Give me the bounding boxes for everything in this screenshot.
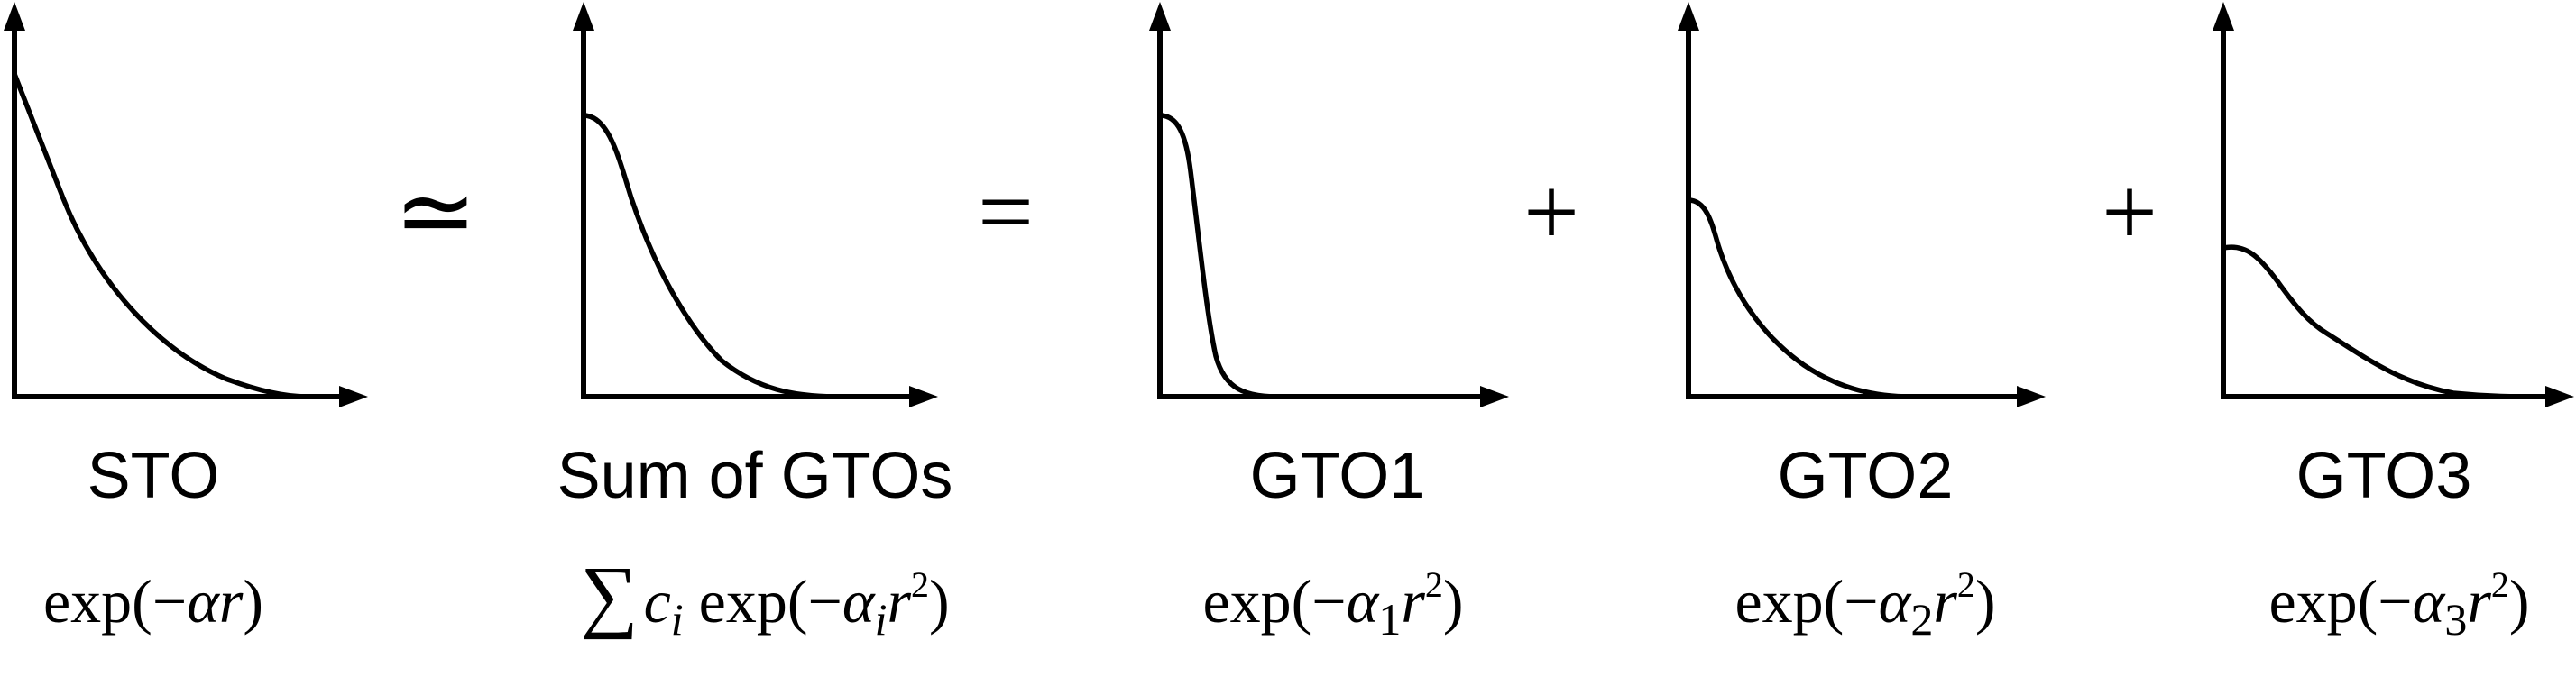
- x-axis-arrow: [2017, 386, 2046, 407]
- panel-formula: exp(−α1r2): [1202, 564, 1463, 645]
- panel-gto2: GTO2 exp(−α2r2): [1678, 2, 2046, 645]
- equals-operator: =: [978, 157, 1034, 267]
- sum-curve: [581, 113, 842, 399]
- panel-formula: ∑ci exp(−αir2): [580, 551, 949, 645]
- plus-operator-2: +: [2102, 157, 2157, 267]
- panel-label: GTO1: [1250, 440, 1426, 512]
- panel-label: GTO2: [1778, 440, 1954, 512]
- gto2-curve: [1686, 197, 1915, 399]
- y-axis-arrow: [2213, 2, 2234, 31]
- y-axis-arrow: [1149, 2, 1171, 31]
- panel-label: STO: [87, 440, 220, 512]
- panel-gto1: GTO1 exp(−α1r2): [1149, 2, 1509, 645]
- panel-label: Sum of GTOs: [557, 440, 953, 512]
- approx-operator: ≃: [394, 157, 477, 267]
- x-axis-arrow: [339, 386, 368, 407]
- y-axis-arrow: [1678, 2, 1699, 31]
- plus-operator-1: +: [1523, 157, 1579, 267]
- panel-formula: exp(−α2r2): [1734, 564, 1995, 645]
- panel-formula: exp(−αr): [43, 567, 263, 636]
- panel-formula: exp(−α3r2): [2268, 564, 2529, 645]
- x-axis-arrow: [1480, 386, 1509, 407]
- y-axis-arrow: [573, 2, 594, 31]
- gto3-curve: [2221, 244, 2537, 399]
- panel-gto3: GTO3 exp(−α3r2): [2213, 2, 2574, 645]
- x-axis-arrow: [2545, 386, 2574, 407]
- panel-sto: STO exp(−αr): [4, 2, 368, 636]
- gto1-curve: [1157, 113, 1283, 399]
- panel-label: GTO3: [2296, 440, 2472, 512]
- y-axis-arrow: [4, 2, 25, 31]
- panel-sum-of-gtos: Sum of GTOs ∑ci exp(−αir2): [557, 2, 953, 645]
- sto-curve: [12, 71, 309, 399]
- x-axis-arrow: [909, 386, 938, 407]
